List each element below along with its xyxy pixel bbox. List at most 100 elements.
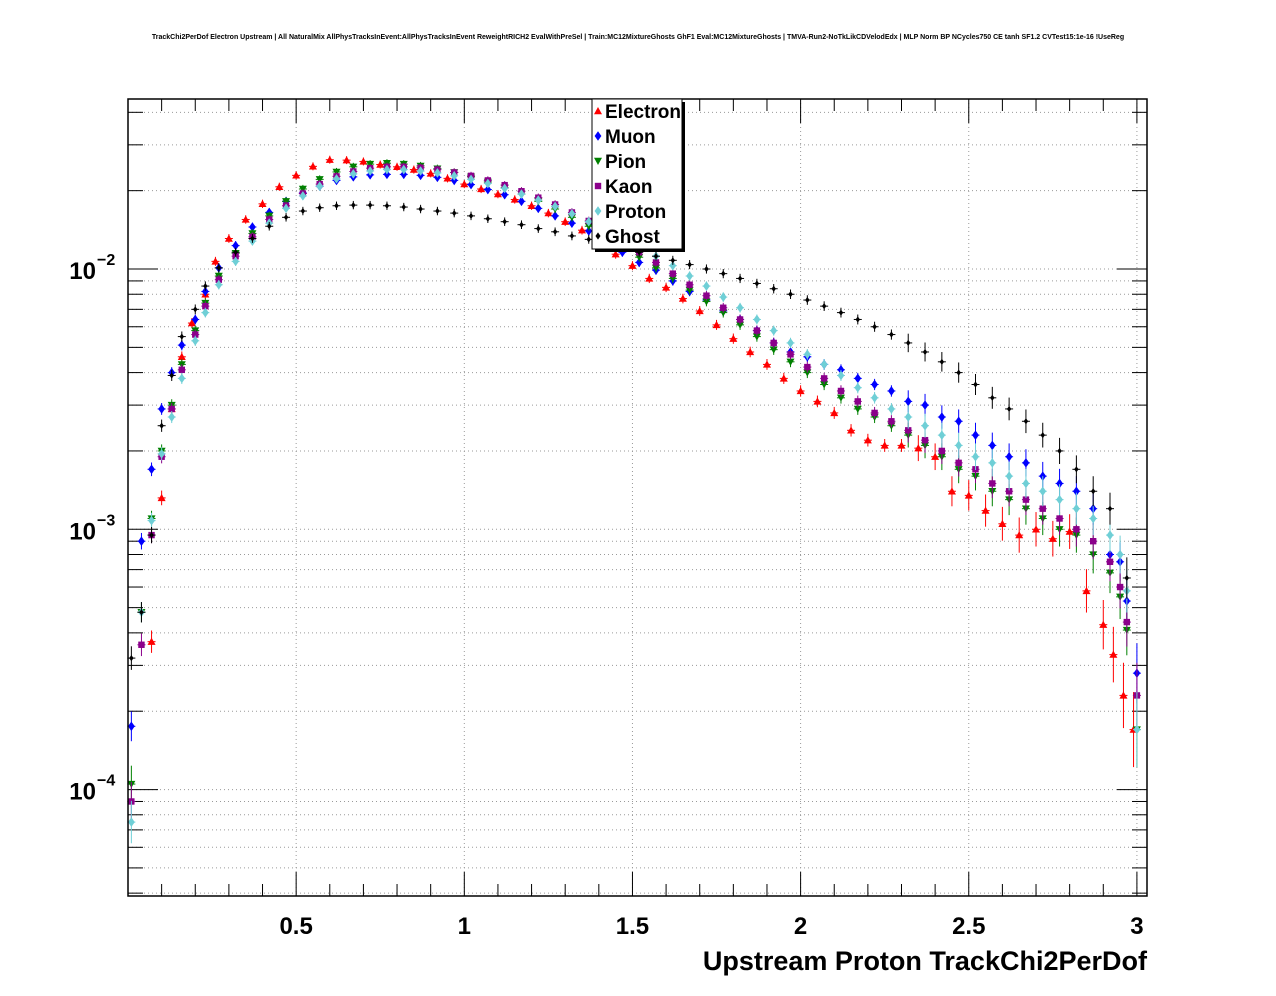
point-marker [888,386,895,396]
data-point [567,231,576,241]
data-point [1099,599,1108,650]
data-point [332,201,341,210]
point-marker [753,327,761,334]
data-point [127,800,136,844]
point-marker [193,306,198,313]
data-point [998,506,1007,541]
point-marker [736,316,744,323]
point-marker [830,408,839,417]
point-marker [468,212,474,220]
legend-label-proton: Proton [605,202,666,223]
data-point [325,155,334,164]
data-point [947,476,956,507]
data-point [231,247,240,257]
data-point [157,447,166,461]
y-tick-exponent: −4 [97,773,115,790]
point-marker [736,321,745,329]
data-point [584,234,593,244]
point-marker [786,358,795,366]
data-point [147,630,156,653]
point-marker [138,536,145,546]
data-point [897,438,906,452]
legend-label-pion: Pion [605,152,646,173]
legend-marker-pion [594,157,602,165]
y-tick-labels: 10−410−310−2 [69,252,115,806]
data-point [870,321,879,332]
legend-label-kaon: Kaon [605,177,653,198]
point-marker [502,218,507,225]
point-marker [770,325,778,336]
point-marker [1032,525,1041,533]
point-marker [384,202,390,209]
point-marker [820,359,828,370]
point-marker [393,162,402,171]
data-point [433,206,442,216]
point-marker [914,444,923,452]
point-marker [813,397,822,405]
point-marker [704,265,709,273]
point-marker [333,174,340,184]
legend-label-electron: Electron [605,102,681,123]
data-point [887,385,896,397]
point-marker [779,374,788,382]
data-point [1038,422,1047,448]
point-marker [433,168,441,178]
point-marker [585,216,593,227]
point-marker [686,271,694,281]
point-marker [635,257,643,268]
data-point [662,282,671,293]
data-point [853,314,862,325]
point-marker [1056,494,1063,505]
data-point [937,422,946,448]
point-marker [1005,471,1013,481]
point-marker [536,225,541,232]
data-point [830,406,839,419]
point-marker [972,451,979,462]
point-marker [467,174,475,185]
point-marker [712,320,721,329]
point-marker [618,247,626,258]
point-marker [202,302,209,310]
data-point [248,234,257,243]
point-marker [753,314,761,325]
point-marker [762,360,771,368]
series-pion [127,159,1141,803]
point-marker [670,257,676,264]
data-point [544,208,553,218]
data-point [534,224,543,233]
point-marker [477,184,486,193]
point-marker [527,201,536,209]
point-marker [510,195,519,203]
data-point [510,195,519,204]
point-marker [905,427,912,434]
data-point [863,433,872,447]
point-marker [317,204,322,211]
point-marker [568,218,576,228]
data-point [769,284,778,294]
data-point [1055,484,1064,516]
point-marker [1065,527,1074,535]
data-point [241,215,250,224]
point-marker [241,215,250,223]
data-point [349,169,358,179]
point-marker [127,817,135,827]
point-marker [863,436,872,444]
data-point [786,289,795,299]
data-point [382,201,391,210]
data-point [282,203,291,214]
point-marker [847,426,856,434]
point-marker [201,286,209,297]
point-marker [283,214,289,221]
point-marker [1022,496,1030,503]
point-marker [138,641,145,648]
point-marker [299,191,307,201]
data-point [265,221,274,231]
x-axis-title: Upstream Proton TrackChi2PerDof [703,946,1148,976]
point-marker [871,393,878,403]
point-marker [821,303,827,310]
point-marker [351,201,356,209]
data-point [1109,626,1118,683]
data-point [870,378,879,391]
y-tick-exponent: −2 [97,252,115,269]
